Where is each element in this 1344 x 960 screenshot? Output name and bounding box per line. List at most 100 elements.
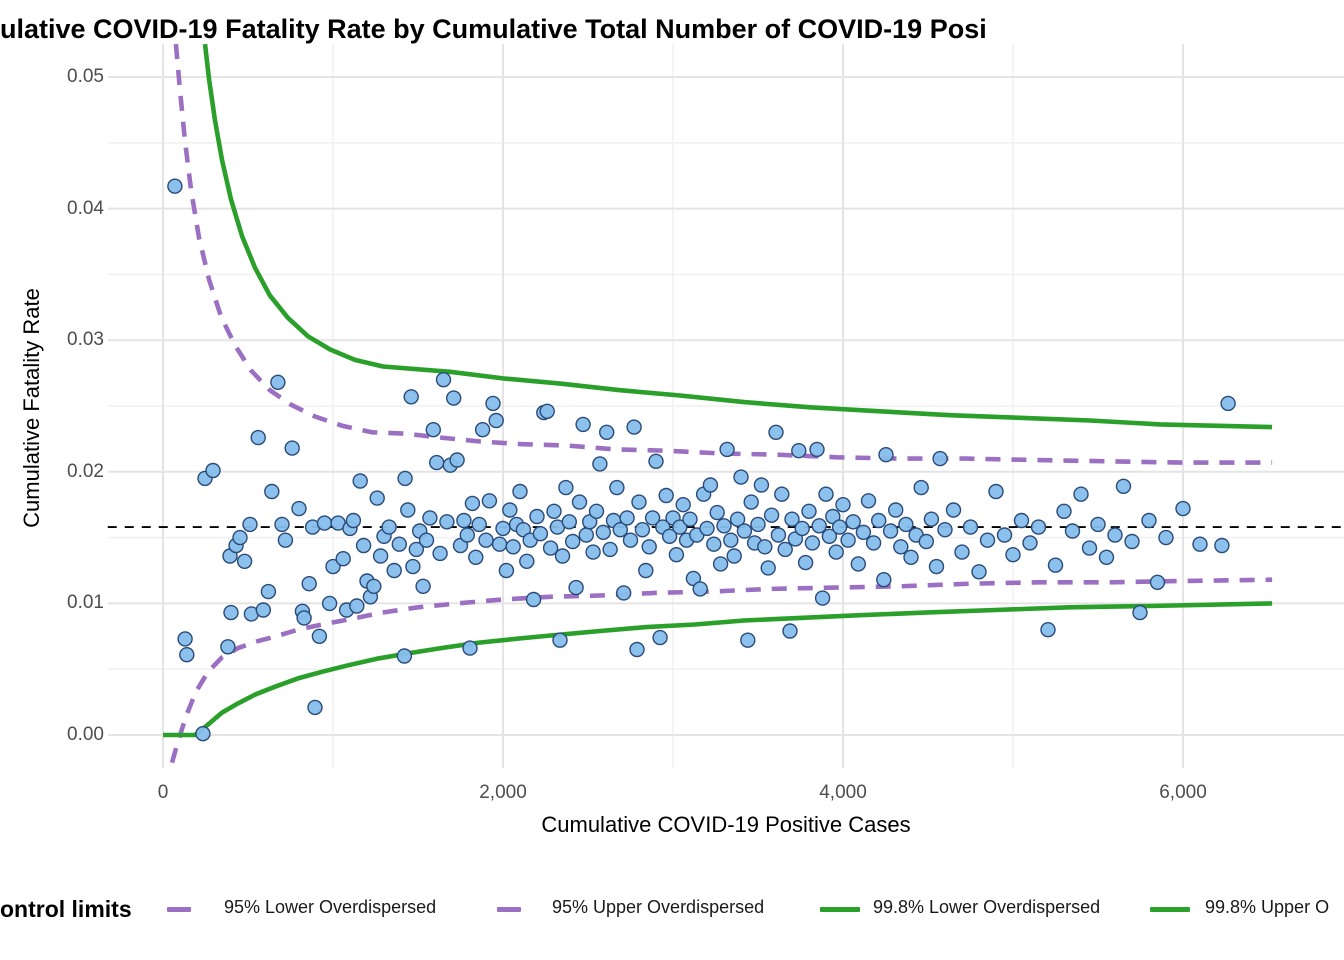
data-point — [913, 479, 929, 496]
chart-title: ulative COVID-19 Fatality Rate by Cumula… — [0, 14, 987, 44]
data-point — [634, 522, 651, 538]
data-point — [435, 372, 452, 388]
data-point — [277, 532, 294, 548]
limit-line-99-8-lower-overdispersed — [163, 601, 1273, 738]
data-point — [468, 549, 484, 565]
data-point — [809, 441, 825, 458]
data-point — [1107, 527, 1123, 543]
data-point — [692, 581, 708, 597]
data-point — [622, 532, 639, 548]
data-point — [888, 502, 904, 518]
data-point — [542, 540, 559, 556]
data-point — [763, 507, 780, 523]
data-point — [400, 502, 416, 518]
data-point — [750, 516, 766, 533]
data-point — [1158, 529, 1174, 546]
data-point — [498, 562, 515, 579]
data-point — [260, 583, 277, 600]
data-point — [571, 494, 588, 510]
data-point — [1056, 503, 1072, 519]
data-point — [818, 486, 834, 502]
data-point — [525, 591, 542, 608]
data-point — [1192, 536, 1208, 552]
scatter-points — [167, 178, 1236, 742]
data-point — [740, 632, 756, 648]
data-point — [512, 483, 528, 500]
data-point — [177, 631, 193, 647]
data-point — [403, 389, 419, 405]
data-point — [675, 497, 691, 513]
data-point — [770, 527, 787, 543]
data-point — [801, 503, 817, 519]
limit-line-95-lower-overdispersed — [169, 577, 1273, 764]
data-point — [546, 503, 562, 519]
data-point — [629, 641, 645, 658]
data-point — [736, 523, 753, 539]
data-point — [459, 527, 475, 543]
data-point — [397, 470, 413, 487]
data-point — [774, 486, 790, 502]
data-point — [1149, 574, 1166, 590]
data-point — [757, 539, 773, 555]
data-point — [702, 477, 719, 493]
data-point — [478, 532, 494, 548]
data-point — [345, 512, 362, 529]
data-point — [264, 483, 280, 500]
data-point — [352, 473, 368, 489]
data-point — [491, 536, 508, 552]
data-point — [918, 533, 934, 550]
data-point — [871, 512, 887, 529]
data-point — [502, 502, 518, 518]
data-point — [723, 532, 739, 548]
legend-key-95-lower — [167, 907, 191, 912]
data-point — [396, 648, 413, 664]
y-axis-title: Cumulative Fatality Rate — [19, 288, 44, 528]
data-point — [429, 454, 445, 471]
data-point — [672, 519, 688, 535]
data-point — [682, 511, 698, 527]
data-point — [529, 508, 545, 525]
data-point — [449, 452, 465, 468]
data-point — [811, 518, 827, 534]
data-point — [893, 539, 909, 555]
data-point — [661, 528, 678, 544]
data-point — [418, 532, 435, 548]
data-point — [179, 647, 195, 663]
data-point — [585, 544, 601, 560]
data-point — [296, 610, 312, 626]
legend-label-95-upper: 95% Upper Overdispersed — [552, 897, 765, 917]
data-point — [716, 518, 732, 534]
data-point — [456, 512, 472, 529]
data-point — [1013, 512, 1030, 529]
legend: ontrol limits 95% Lower Overdispersed 95… — [0, 892, 1344, 932]
data-point — [1090, 516, 1106, 533]
data-point — [505, 539, 521, 555]
data-point — [988, 483, 1004, 500]
data-point — [797, 554, 814, 571]
data-point — [602, 541, 618, 558]
data-point — [422, 510, 438, 526]
data-point — [565, 533, 581, 550]
data-point — [638, 562, 654, 579]
data-point — [719, 441, 735, 458]
y-tick-label-0.03: 0.03 — [67, 329, 104, 351]
data-point — [932, 450, 948, 467]
data-point — [903, 549, 919, 565]
data-point — [876, 572, 892, 588]
data-point — [1047, 557, 1064, 573]
data-point — [699, 520, 715, 537]
data-point — [878, 447, 894, 463]
data-point — [1124, 533, 1140, 550]
data-point — [821, 528, 838, 544]
data-point — [782, 623, 798, 639]
data-point — [631, 494, 647, 510]
data-point — [386, 562, 402, 579]
data-point — [733, 469, 749, 485]
data-point — [1132, 604, 1148, 621]
data-point — [804, 535, 821, 551]
data-point — [366, 578, 382, 594]
data-point — [865, 535, 882, 551]
data-point — [474, 422, 491, 438]
data-point — [1115, 478, 1132, 494]
data-point — [712, 556, 729, 572]
